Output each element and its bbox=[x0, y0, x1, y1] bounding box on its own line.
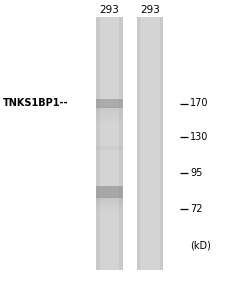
Bar bbox=[96, 99, 123, 108]
Text: 72: 72 bbox=[190, 203, 203, 214]
Text: 130: 130 bbox=[190, 131, 209, 142]
Bar bbox=[96, 16, 99, 270]
Bar bbox=[96, 110, 123, 112]
Bar bbox=[96, 119, 123, 122]
Bar bbox=[119, 16, 123, 270]
Text: (kD): (kD) bbox=[190, 241, 211, 251]
Text: 293: 293 bbox=[140, 4, 160, 15]
Bar bbox=[96, 114, 123, 117]
Bar bbox=[96, 117, 123, 119]
Bar bbox=[96, 146, 123, 150]
Bar bbox=[96, 16, 123, 270]
Bar bbox=[96, 206, 123, 209]
Bar bbox=[137, 16, 140, 270]
Bar bbox=[96, 197, 123, 199]
Bar bbox=[96, 209, 123, 211]
Text: TNKS1BP1--: TNKS1BP1-- bbox=[2, 98, 68, 109]
Bar bbox=[96, 112, 123, 114]
Bar bbox=[96, 107, 123, 110]
Bar bbox=[137, 16, 163, 270]
Text: 170: 170 bbox=[190, 98, 209, 109]
Text: 95: 95 bbox=[190, 167, 203, 178]
Text: 293: 293 bbox=[99, 4, 119, 15]
Bar bbox=[96, 199, 123, 202]
Bar bbox=[96, 186, 123, 198]
Bar bbox=[96, 204, 123, 206]
Bar bbox=[96, 202, 123, 204]
Bar bbox=[160, 16, 163, 270]
